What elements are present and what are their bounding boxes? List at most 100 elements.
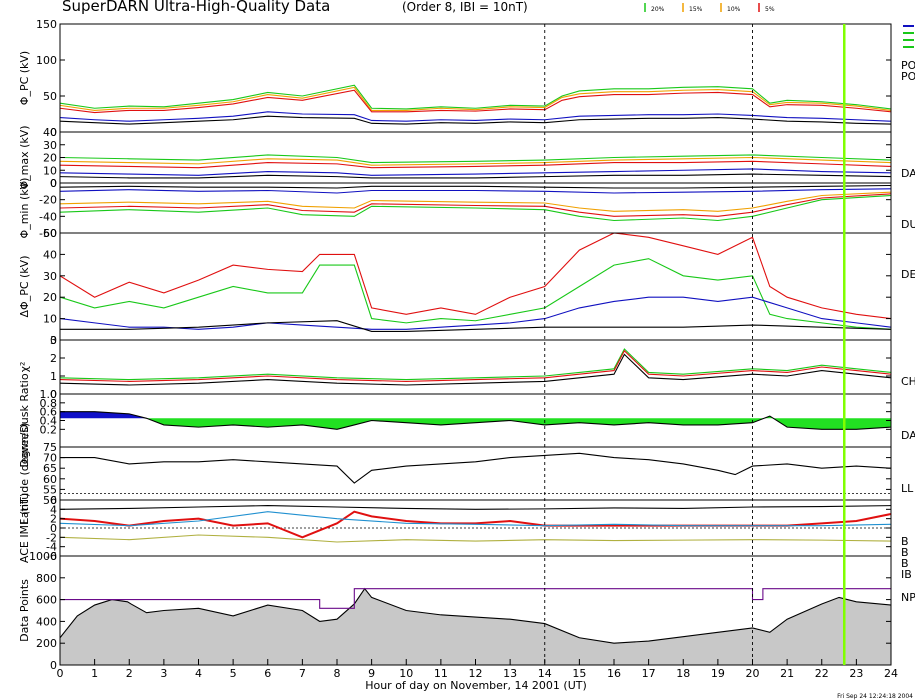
ratio-fill-below [146,416,891,430]
x-tick-label: 22 [815,667,829,680]
y-tick-label: 0 [50,659,57,672]
y-tick-label: 10 [43,164,57,177]
series-line-0 [60,348,891,381]
panel-plot-data-points [60,587,891,665]
series-line-0 [60,452,891,484]
series-line-1 [60,588,891,609]
series-line-0 [60,84,891,110]
y-tick-label: 800 [36,572,57,585]
threshold-label-1: 15% [689,6,703,13]
y-tick-label: 50 [43,494,57,507]
series-line-1 [60,349,891,382]
panel-dawn-dusk-ratio: 0.20.40.60.81.0 Dawn/Dusk Ratio DA [18,373,915,467]
x-tick-label: 21 [780,667,794,680]
series-line-2 [60,296,891,330]
y-tick-label: 10 [43,313,57,326]
panel-plot-chi2 [60,348,891,386]
y-axis-label: Φ_min (kV) [18,178,31,239]
threshold-label-3: 5% [765,6,775,13]
series-line-2 [60,89,891,114]
series-line-2 [60,191,891,212]
threshold-label-2: 10% [727,6,741,13]
series-line-3 [60,188,891,194]
x-tick-label: 23 [849,667,863,680]
y-tick-label: 0 [50,126,57,139]
x-tick-label: 11 [434,667,448,680]
y-axis-label: ACE IMF (nT) [18,493,31,563]
y-tick-label: -60 [39,227,57,240]
right-label: NP [901,591,915,604]
series-line-0 [60,194,891,222]
panel-plot-dawn-dusk-ratio [60,411,891,430]
series-line-2 [60,160,891,169]
series-line-4 [60,184,891,189]
series-fill-0 [60,588,891,665]
y-tick-label: -6 [46,550,57,563]
y-tick-label: 40 [43,248,57,261]
series-line-0 [60,154,891,164]
y-tick-label: 0.8 [40,397,58,410]
y-tick-label: 0 [50,388,57,401]
right-label: DE [901,268,915,281]
threshold-legend: 20% 15% 10% 5% [644,3,914,48]
panel-plot-phi-max [60,154,891,179]
y-tick-label: 40 [43,126,57,139]
y-tick-label: 20 [43,291,57,304]
y-tick-label: 1 [50,370,57,383]
y-axis-label: χ² [18,362,31,373]
y-tick-label: 1000 [29,550,57,563]
series-line-0 [60,505,891,510]
panel-plot-ace-imf [60,505,891,543]
y-axis-label: Dawn/Dusk Ratio [18,373,31,467]
panel-delta-phi-pc: 0 10 20 30 40 50 ΔΦ_PC (kV) DE [18,227,915,347]
panel-plot-latitude [60,452,891,495]
panel-phi-min: -60 -40 -20 0 Φ_min (kV) DU [18,177,915,240]
x-tick-label: 16 [607,667,621,680]
y-tick-label: 60 [43,473,57,486]
x-tick-label: 2 [126,667,133,680]
y-tick-label: 20 [43,152,57,165]
right-label: B [901,557,909,570]
y-tick-label: 1.0 [40,388,58,401]
x-axis: 0 1 2 3 4 5 6 7 8 9 10 11 12 13 14 15 16 17 18 19 20 21 22 23 24 [57,659,898,680]
x-tick-label: 17 [642,667,656,680]
series-line-0 [60,411,891,430]
y-tick-label: 30 [43,139,57,152]
series-line-1 [60,86,891,111]
y-axis-label: ΔΦ_PC (kV) [18,256,31,318]
right-label: DU [901,218,915,231]
panel-frame [59,232,892,341]
y-tick-label: 0.2 [40,423,58,436]
y-tick-label: 0.6 [40,406,58,419]
panel-data-points: 0 200 400 600 800 1000 Data Points NP [18,550,915,672]
right-label: B [901,535,909,548]
y-tick-label: 0 [50,334,57,347]
y-tick-label: 2 [50,352,57,365]
x-tick-label: 14 [538,667,552,680]
x-tick-label: 12 [469,667,483,680]
y-tick-label: 100 [36,54,57,67]
y-tick-label: 30 [43,270,57,283]
y-tick-label: 400 [36,615,57,628]
series-line-2 [60,511,891,527]
right-label: LL [901,482,914,495]
panel-frame [59,446,892,501]
right-label: DA [901,167,915,180]
y-tick-label: 2 [50,513,57,526]
y-tick-label: 50 [43,90,57,103]
y-tick-label: 200 [36,637,57,650]
ratio-fill-above [60,411,147,419]
right-label: CH [901,375,915,388]
x-tick-label: 18 [676,667,690,680]
right-label: IB [901,568,912,581]
x-tick-label: 5 [230,667,237,680]
x-tick-label: 4 [195,667,202,680]
y-tick-label: 0 [50,522,57,535]
y-tick-label: -20 [39,194,57,207]
x-tick-label: 6 [264,667,271,680]
y-tick-label: 3 [50,334,57,347]
right-label: DA [901,429,915,442]
